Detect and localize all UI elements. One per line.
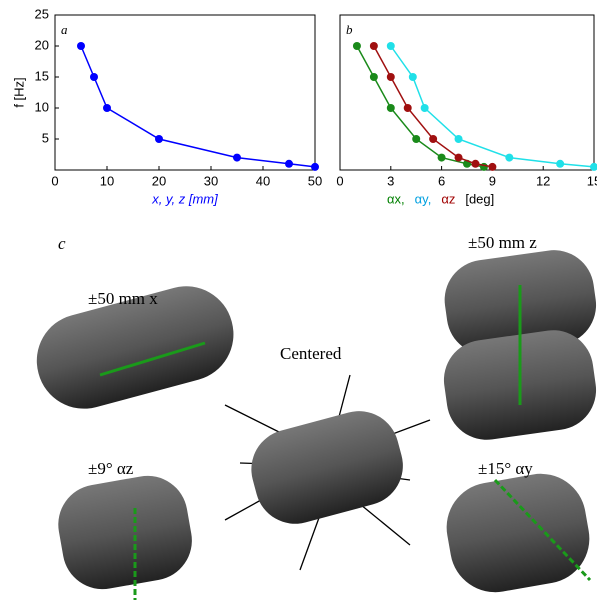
point xyxy=(556,160,564,168)
point xyxy=(488,163,496,171)
caption: Centered xyxy=(280,344,342,363)
point xyxy=(387,73,395,81)
point xyxy=(285,160,293,168)
x-tick-label: 3 xyxy=(387,173,394,188)
point xyxy=(404,104,412,112)
caption: ±50 mm z xyxy=(468,233,537,252)
point xyxy=(233,154,241,162)
point xyxy=(311,163,319,171)
caption: ±9° αz xyxy=(88,459,134,478)
y-tick-label: 5 xyxy=(42,130,49,145)
point xyxy=(77,42,85,50)
point xyxy=(387,104,395,112)
x-tick-label: 12 xyxy=(536,173,550,188)
point xyxy=(421,104,429,112)
x-tick-label: 10 xyxy=(100,173,114,188)
point xyxy=(429,135,437,143)
y-axis-label: f [Hz] xyxy=(11,77,26,107)
x-tick-label: 50 xyxy=(308,173,322,188)
panel-label: a xyxy=(61,22,68,37)
panel-label: c xyxy=(58,234,66,253)
point xyxy=(409,73,417,81)
figure: c ±50 mm x Centered ±50 mm z ±9° αz ±15°… xyxy=(0,0,597,603)
x-tick-label: 6 xyxy=(438,173,445,188)
x-tick-label: 20 xyxy=(152,173,166,188)
point xyxy=(455,135,463,143)
x-axis-label: αz xyxy=(441,191,455,206)
y-tick-label: 15 xyxy=(35,68,49,83)
point xyxy=(155,135,163,143)
y-tick-label: 25 xyxy=(35,6,49,21)
x-tick-label: 0 xyxy=(336,173,343,188)
y-tick-label: 10 xyxy=(35,99,49,114)
point xyxy=(90,73,98,81)
x-tick-label: 15 xyxy=(587,173,597,188)
point xyxy=(455,154,463,162)
point xyxy=(438,154,446,162)
x-tick-label: 0 xyxy=(51,173,58,188)
point xyxy=(353,42,361,50)
caption: ±15° αy xyxy=(478,459,533,478)
caption: ±50 mm x xyxy=(88,289,158,308)
x-tick-label: 9 xyxy=(489,173,496,188)
x-axis-label: [deg] xyxy=(465,191,494,206)
y-tick-label: 20 xyxy=(35,37,49,52)
point xyxy=(370,42,378,50)
x-axis-label: αy, xyxy=(415,191,432,206)
point xyxy=(387,42,395,50)
panel-label: b xyxy=(346,22,353,37)
line xyxy=(81,46,315,167)
point xyxy=(412,135,420,143)
x-tick-label: 30 xyxy=(204,173,218,188)
point xyxy=(471,160,479,168)
x-axis-label: x, y, z [mm] xyxy=(151,191,218,206)
point xyxy=(505,154,513,162)
point xyxy=(103,104,111,112)
line xyxy=(357,46,484,167)
plot-frame xyxy=(55,15,315,170)
point xyxy=(370,73,378,81)
x-tick-label: 40 xyxy=(256,173,270,188)
x-axis-label: αx, xyxy=(387,191,405,206)
plot-frame xyxy=(340,15,594,170)
